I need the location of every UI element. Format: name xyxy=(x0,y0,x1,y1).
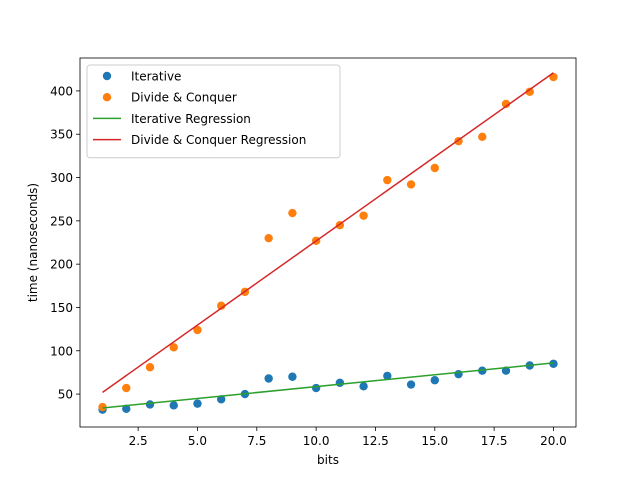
regression-line xyxy=(102,362,554,409)
y-axis-label: time (nanoseconds) xyxy=(26,183,40,302)
data-point xyxy=(525,87,534,96)
data-point xyxy=(549,359,558,368)
regression-line xyxy=(102,72,554,393)
data-point xyxy=(311,383,321,393)
y-tick-label: 350 xyxy=(50,128,73,142)
data-point xyxy=(383,371,392,381)
x-axis: 2.5 5.0 7.5 10.0 12.5 15.0 17.5 20.0 xyxy=(129,427,567,448)
data-point xyxy=(288,372,297,381)
data-point xyxy=(406,180,416,189)
y-tick-label: 50 xyxy=(58,388,73,402)
data-point xyxy=(359,382,368,391)
y-tick-label: 400 xyxy=(50,84,73,98)
x-tick-label: 2.5 xyxy=(129,434,148,448)
data-point xyxy=(430,376,439,385)
data-point xyxy=(98,402,107,412)
legend: Iterative Divide & Conquer Iterative Regre… xyxy=(86,64,341,159)
data-point xyxy=(169,401,178,410)
data-point xyxy=(264,233,273,243)
x-tick-label: 15.0 xyxy=(421,434,448,448)
data-point xyxy=(430,163,439,173)
legend-box xyxy=(86,64,341,159)
data-point xyxy=(383,175,392,185)
x-tick-label: 20.0 xyxy=(540,434,567,448)
x-axis-label: bits xyxy=(317,453,339,467)
x-tick-label: 7.5 xyxy=(247,434,266,448)
series-iterative-regression xyxy=(102,362,554,409)
legend-entry-label: Iterative xyxy=(131,70,181,84)
y-tick-label: 300 xyxy=(50,171,73,185)
data-point xyxy=(145,400,155,409)
data-point xyxy=(193,325,202,335)
y-axis: 50 100 150 200 250 300 350 400 xyxy=(50,84,80,402)
series-divide-conquer-regression xyxy=(102,72,554,393)
plot-area xyxy=(98,72,558,414)
legend-marker-swatch xyxy=(102,93,112,102)
data-point xyxy=(288,208,297,218)
data-point xyxy=(122,404,131,414)
data-point xyxy=(122,383,131,393)
data-point xyxy=(193,399,202,408)
data-point xyxy=(454,369,463,379)
data-point xyxy=(335,378,345,388)
y-tick-label: 250 xyxy=(50,214,73,228)
data-point xyxy=(501,99,511,109)
data-point xyxy=(264,374,273,383)
x-tick-label: 17.5 xyxy=(481,434,508,448)
y-tick-label: 200 xyxy=(50,258,73,272)
data-point xyxy=(359,211,368,220)
axes-frame xyxy=(79,57,577,428)
legend-entry-label: Divide & Conquer Regression xyxy=(131,133,306,147)
series-divide-conquer xyxy=(98,72,558,412)
x-tick-label: 5.0 xyxy=(188,434,207,448)
data-point xyxy=(145,363,155,372)
data-point xyxy=(217,395,226,404)
legend-entry-label: Iterative Regression xyxy=(131,112,251,126)
data-point xyxy=(169,343,178,352)
y-tick-label: 100 xyxy=(50,344,73,358)
legend-entry-label: Divide & Conquer xyxy=(131,91,237,105)
data-point xyxy=(478,132,487,142)
data-point xyxy=(217,301,226,310)
x-tick-label: 12.5 xyxy=(362,434,389,448)
y-tick-label: 150 xyxy=(50,301,73,315)
legend-marker-swatch xyxy=(102,71,112,81)
x-tick-label: 10.0 xyxy=(303,434,330,448)
data-point xyxy=(406,380,416,389)
